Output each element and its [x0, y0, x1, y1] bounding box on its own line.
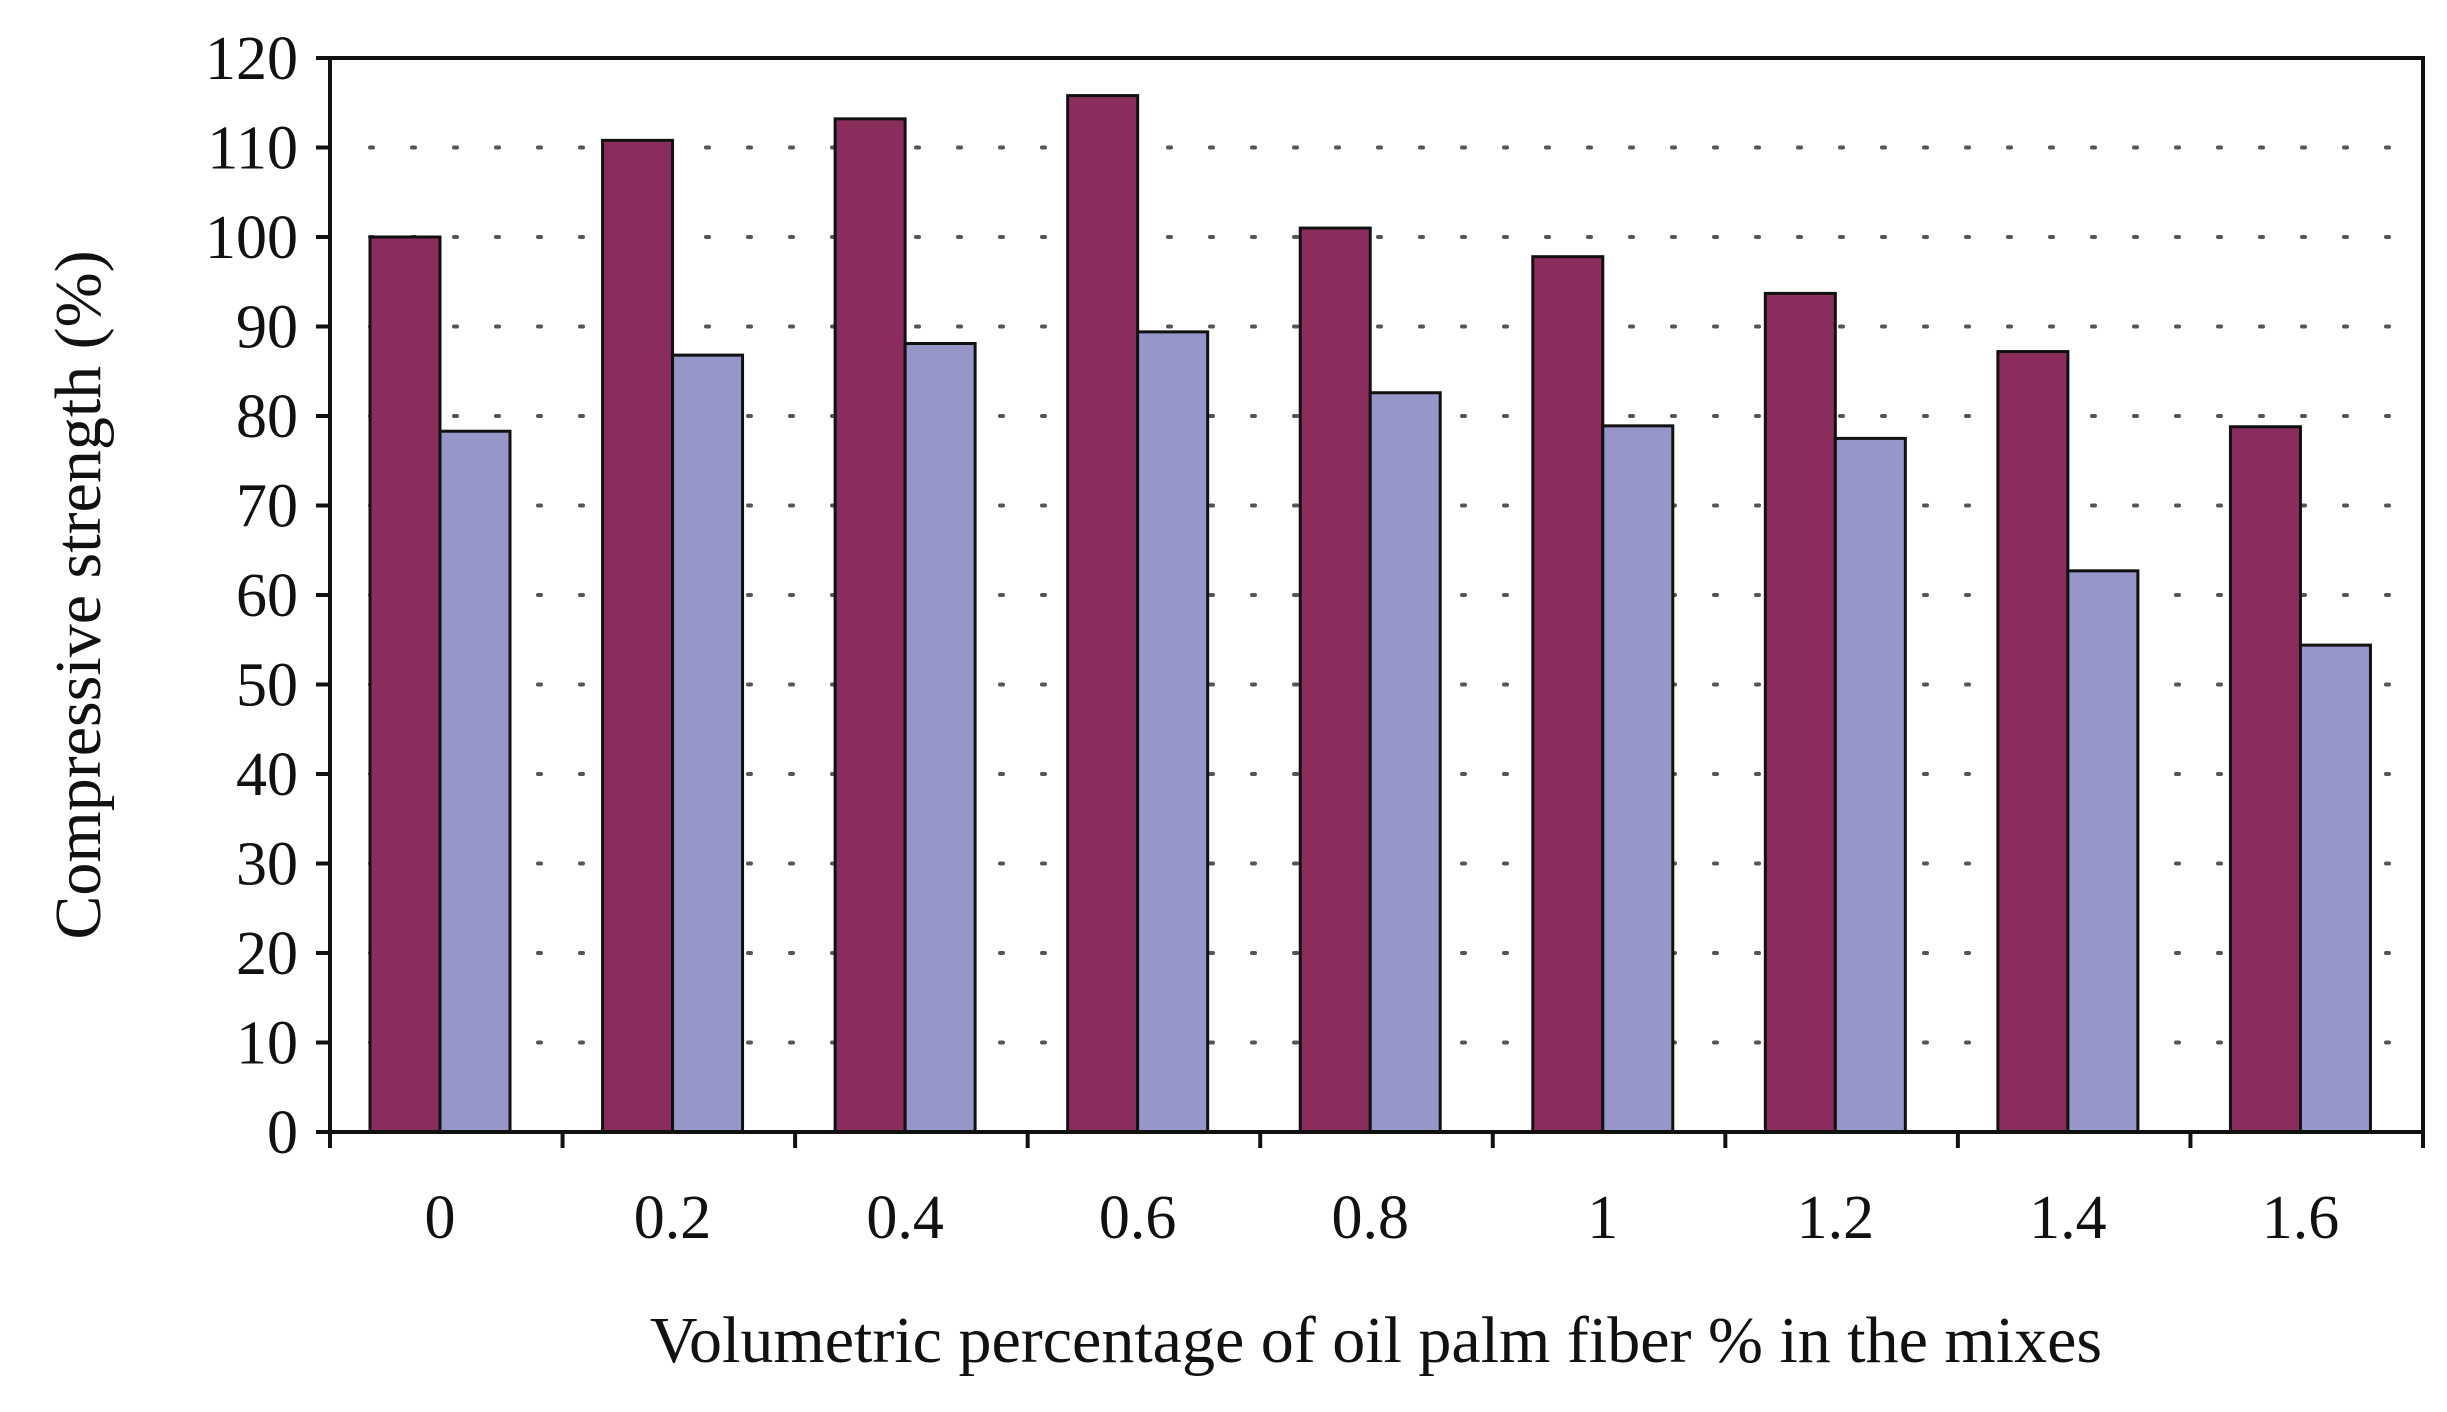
tick-labels: 0 10 20 30 40 50 60 70 80 90 100 110 120 0 0.2 0.4 0.6 0.… — [205, 25, 2339, 1252]
y-tick-label: 80 — [236, 383, 298, 451]
x-tick-label: 1 — [1587, 1184, 1618, 1252]
x-tick-label: 1.2 — [1797, 1184, 1875, 1252]
axis-ticks — [316, 56, 2425, 1148]
bar-series-2 — [1368, 391, 1442, 1134]
bar-series-1 — [1531, 255, 1605, 1134]
bar-series-2 — [438, 429, 512, 1134]
x-tick-label: 1.4 — [2029, 1184, 2107, 1252]
bars — [368, 94, 2372, 1134]
x-tick-label: 0.8 — [1331, 1184, 1409, 1252]
x-tick-label: 0.4 — [866, 1184, 944, 1252]
y-tick-label: 30 — [236, 831, 298, 899]
y-tick-label: 90 — [236, 294, 298, 362]
y-tick-label: 70 — [236, 473, 298, 541]
bar-series-2 — [2066, 569, 2140, 1134]
y-tick-label: 110 — [207, 115, 298, 183]
bar-series-1 — [833, 117, 907, 1134]
y-tick-label: 10 — [236, 1010, 298, 1078]
bar-series-2 — [1833, 436, 1907, 1134]
bar-series-2 — [671, 353, 745, 1134]
bar-series-1 — [601, 138, 675, 1134]
x-tick-label: 0 — [425, 1184, 456, 1252]
bar-series-1 — [1298, 226, 1372, 1134]
bar-series-2 — [903, 342, 977, 1134]
y-tick-label: 120 — [205, 25, 298, 93]
bar-series-1 — [1996, 350, 2070, 1134]
y-tick-label: 0 — [267, 1099, 298, 1167]
bar-series-1 — [1066, 94, 1140, 1134]
y-tick-label: 60 — [236, 562, 298, 630]
x-axis-title: Volumetric percentage of oil palm fiber … — [650, 1304, 2102, 1377]
bar-series-1 — [1763, 291, 1837, 1134]
y-tick-label: 100 — [205, 204, 298, 272]
bar-series-2 — [1136, 330, 1210, 1134]
bar-series-2 — [2298, 643, 2372, 1134]
x-tick-label: 1.6 — [2262, 1184, 2340, 1252]
bar-series-2 — [1601, 424, 1675, 1134]
bar-series-1 — [368, 235, 442, 1134]
y-tick-label: 20 — [236, 920, 298, 988]
x-tick-label: 0.2 — [634, 1184, 712, 1252]
y-tick-label: 50 — [236, 652, 298, 720]
bar-series-1 — [2228, 425, 2302, 1134]
x-tick-label: 0.6 — [1099, 1184, 1177, 1252]
y-axis-title: Compressive strength (%) — [42, 250, 115, 939]
y-tick-label: 40 — [236, 741, 298, 809]
